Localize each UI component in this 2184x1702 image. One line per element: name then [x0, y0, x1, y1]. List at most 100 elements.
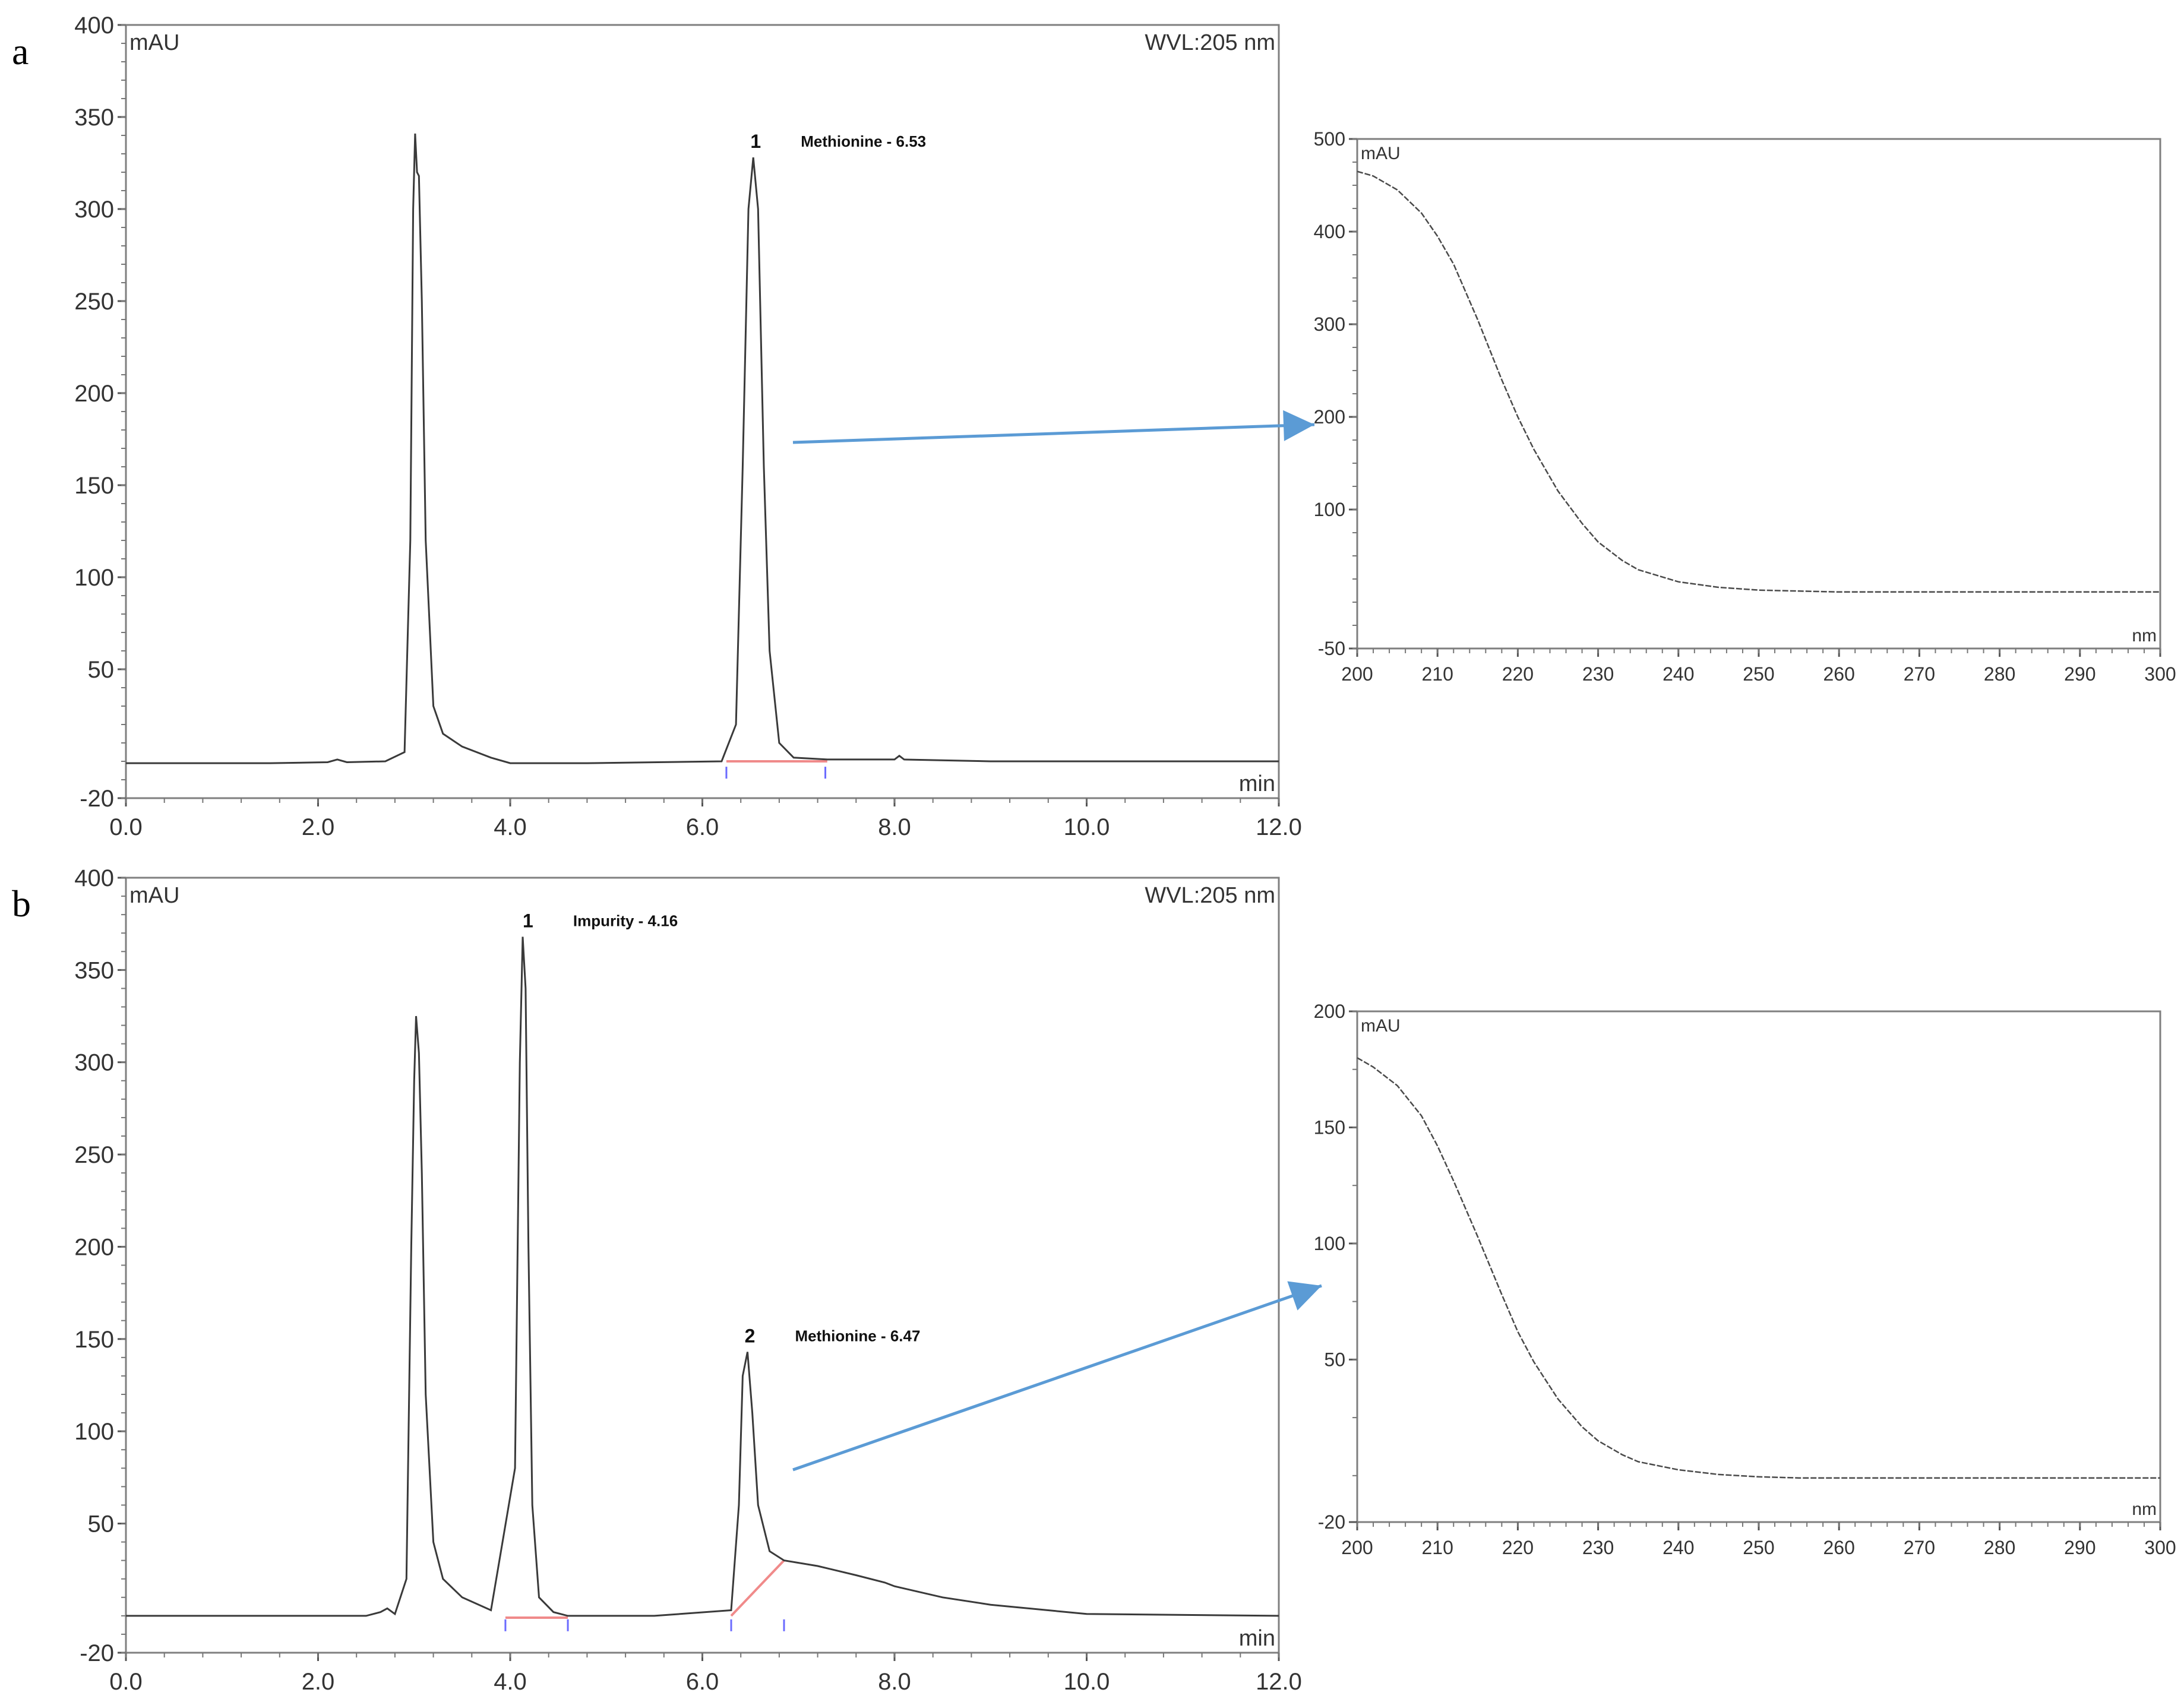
- x-tick-label: 260: [1823, 1537, 1855, 1558]
- plot-frame: [125, 877, 1280, 1654]
- peak-label: Methionine - 6.47: [795, 1327, 921, 1345]
- chart-spec_a: -50 100 200 300 400 500 200 210 220 230 240 250 260 2…: [1314, 128, 2176, 685]
- x-tick-label: 230: [1582, 1537, 1614, 1558]
- panel-label-b: b: [12, 882, 31, 925]
- y-tick-label: 150: [1314, 1117, 1345, 1138]
- y-tick-label: 150: [74, 473, 114, 499]
- x-tick-label: 230: [1582, 663, 1614, 685]
- y-tick-label: 200: [74, 1234, 114, 1260]
- peak-number: 1: [750, 131, 761, 152]
- x-tick-label: 300: [2144, 663, 2176, 685]
- arrow-b-head: [1287, 1281, 1322, 1311]
- x-unit-label: nm: [2132, 1499, 2157, 1519]
- chart-chrom_a: -20 50 100 150 200 250 300 350 400 0.0 2.0 4.0 6.0 8.…: [74, 12, 1302, 840]
- x-tick-label: 250: [1743, 663, 1774, 685]
- integration-baseline: [730, 1559, 785, 1617]
- y-tick-label: -20: [80, 786, 114, 812]
- x-tick-label: 220: [1502, 1537, 1534, 1558]
- data-line: [126, 937, 1279, 1617]
- y-tick-label: 400: [1314, 221, 1345, 242]
- x-tick-label: 10.0: [1064, 1669, 1110, 1695]
- y-tick-label: 100: [1314, 1233, 1345, 1254]
- y-tick-label: 250: [74, 1142, 114, 1168]
- arrow-b-shaft: [792, 1284, 1322, 1472]
- data-line: [1357, 170, 2160, 593]
- x-tick-label: 0.0: [109, 814, 143, 840]
- y-tick-label: 200: [1314, 1001, 1345, 1022]
- y-tick-label: 100: [74, 1419, 114, 1445]
- peak-number: 1: [523, 910, 533, 931]
- plot-frame: [1356, 138, 2161, 650]
- x-tick-label: 8.0: [878, 814, 911, 840]
- x-tick-label: 210: [1422, 1537, 1453, 1558]
- y-tick-label: 300: [74, 197, 114, 223]
- x-tick-label: 240: [1663, 1537, 1694, 1558]
- wavelength-label: WVL:205 nm: [1145, 30, 1275, 55]
- y-tick-label: 100: [74, 565, 114, 591]
- y-tick-label: 200: [74, 381, 114, 407]
- y-tick-label: 300: [1314, 314, 1345, 335]
- y-tick-label: 50: [88, 657, 115, 683]
- x-tick-label: 300: [2144, 1537, 2176, 1558]
- chart-spec_b: -20 50 100 150 200 200 210 220 230 240 250 260 270 28…: [1314, 1001, 2176, 1558]
- x-tick-label: 12.0: [1256, 1669, 1302, 1695]
- x-unit-label: min: [1239, 771, 1275, 796]
- y-tick-label: 400: [74, 12, 114, 39]
- plot-frame: [1356, 1010, 2161, 1523]
- peak-label: Methionine - 6.53: [801, 132, 926, 150]
- y-tick-label: 350: [74, 105, 114, 131]
- y-unit-label: mAU: [129, 30, 179, 55]
- y-tick-label: 50: [1324, 1349, 1345, 1371]
- panel-label-a: a: [12, 30, 29, 72]
- plot-frame: [125, 24, 1280, 799]
- x-unit-label: min: [1239, 1626, 1275, 1651]
- data-line: [126, 133, 1279, 764]
- x-tick-label: 200: [1341, 663, 1373, 685]
- x-tick-label: 280: [1984, 663, 2015, 685]
- y-tick-label: 200: [1314, 406, 1345, 428]
- x-tick-label: 270: [1904, 1537, 1935, 1558]
- y-tick-label: 350: [74, 957, 114, 983]
- x-unit-label: nm: [2132, 626, 2157, 646]
- x-tick-label: 4.0: [494, 1669, 527, 1695]
- x-tick-label: 2.0: [302, 814, 335, 840]
- x-tick-label: 270: [1904, 663, 1935, 685]
- x-tick-label: 8.0: [878, 1669, 911, 1695]
- y-tick-label: -20: [80, 1640, 114, 1666]
- peak-label: Impurity - 4.16: [573, 912, 678, 929]
- arrow-a-shaft: [792, 423, 1315, 444]
- y-unit-label: mAU: [129, 883, 179, 908]
- chart-chrom_b: -20 50 100 150 200 250 300 350 400 0.0 2.0 4.0 6.0 8.…: [74, 865, 1302, 1695]
- x-tick-label: 6.0: [686, 814, 719, 840]
- y-tick-label: 500: [1314, 128, 1345, 150]
- y-tick-label: -20: [1318, 1511, 1345, 1533]
- x-tick-label: 280: [1984, 1537, 2015, 1558]
- y-tick-label: 100: [1314, 499, 1345, 520]
- x-tick-label: 210: [1422, 663, 1453, 685]
- y-tick-label: 50: [88, 1511, 115, 1538]
- x-tick-label: 2.0: [302, 1669, 335, 1695]
- data-line: [1357, 1057, 2160, 1479]
- x-tick-label: 12.0: [1256, 814, 1302, 840]
- x-tick-label: 200: [1341, 1537, 1373, 1558]
- wavelength-label: WVL:205 nm: [1145, 883, 1275, 908]
- y-tick-label: -50: [1318, 638, 1345, 659]
- x-tick-label: 260: [1823, 663, 1855, 685]
- y-unit-label: mAU: [1361, 144, 1401, 163]
- x-tick-label: 10.0: [1064, 814, 1110, 840]
- x-tick-label: 240: [1663, 663, 1694, 685]
- x-tick-label: 250: [1743, 1537, 1774, 1558]
- x-tick-label: 0.0: [109, 1669, 143, 1695]
- x-tick-label: 290: [2064, 663, 2095, 685]
- peak-number: 2: [745, 1325, 756, 1347]
- x-tick-label: 290: [2064, 1537, 2095, 1558]
- y-tick-label: 250: [74, 289, 114, 315]
- x-tick-label: 220: [1502, 663, 1534, 685]
- arrow-a-head: [1283, 410, 1314, 441]
- y-unit-label: mAU: [1361, 1016, 1401, 1036]
- y-tick-label: 300: [74, 1050, 114, 1076]
- y-tick-label: 400: [74, 865, 114, 891]
- x-tick-label: 4.0: [494, 814, 527, 840]
